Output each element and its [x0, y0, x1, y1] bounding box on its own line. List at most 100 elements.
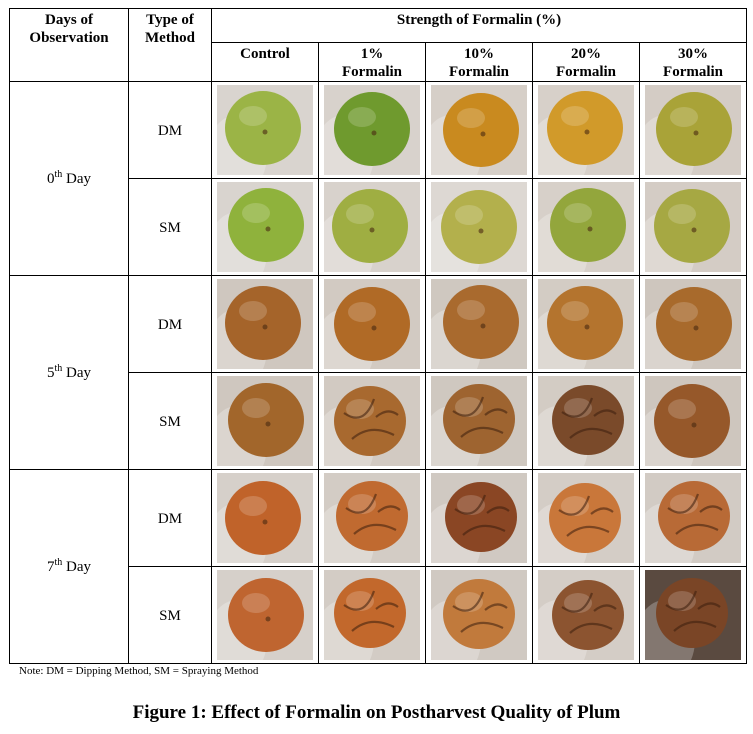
treatment-label-line2: Formalin: [556, 64, 616, 80]
days-header: Days of Observation: [9, 8, 129, 82]
plum-stem-spot: [262, 129, 268, 135]
plum-photo-svg: [645, 85, 742, 175]
plum-stem-spot: [369, 227, 375, 233]
plum-photo-cell: [532, 275, 640, 373]
plum-stem-spot: [371, 325, 377, 331]
plum-fruit: [225, 286, 301, 360]
plum-wrinkles: [452, 591, 508, 633]
plum-photo-svg: [217, 570, 313, 660]
plum-fruit: [445, 482, 517, 552]
plum-photo-svg: [217, 182, 313, 272]
treatment-label-line2: Formalin: [663, 64, 724, 80]
plum-highlight: [239, 106, 267, 126]
plum-highlight: [348, 302, 376, 322]
treatment-header: 30% Formalin: [638, 42, 748, 82]
plum-photo-cell: [532, 469, 640, 567]
plum-fruit: [334, 287, 410, 361]
plum-photo-svg: [538, 279, 634, 369]
plum-photo-cell: [638, 81, 748, 179]
day-number: 7: [46, 559, 55, 575]
plum-photo-cell: [638, 566, 748, 664]
plum-stem-spot: [262, 324, 268, 330]
plum-highlight: [670, 494, 699, 514]
method-label: DM: [128, 275, 212, 373]
table-row: 0th Day DM: [9, 81, 748, 276]
plum-photo-cell: [532, 81, 640, 179]
plum-photo-svg: [538, 570, 634, 660]
plum-photo-cell: [425, 372, 533, 470]
plum-photo-svg: [324, 182, 420, 272]
plum-wrinkles: [665, 590, 721, 632]
plum-stem-spot: [693, 130, 699, 136]
plum-highlight: [348, 494, 376, 514]
plum-fruit: [656, 287, 733, 361]
plum-photo: [217, 182, 313, 272]
plum-stem-spot: [265, 226, 271, 232]
plum-photo-cell: [425, 469, 533, 567]
plum-highlight: [668, 591, 697, 611]
plum-photo-cell: [532, 178, 640, 276]
day-label: 0th Day: [9, 81, 129, 276]
plum-fruit: [334, 92, 410, 166]
plum-fruit: [656, 578, 729, 648]
plum-wrinkles: [343, 398, 399, 440]
plum-fruit: [552, 580, 624, 650]
plum-highlight: [239, 496, 267, 516]
plum-stem-spot: [480, 323, 486, 329]
plum-photo-svg: [217, 85, 313, 175]
treatment-label-line2: Formalin: [449, 64, 509, 80]
plum-photo-svg: [538, 182, 634, 272]
plum-fruit: [336, 481, 408, 551]
plum-fruit: [654, 189, 731, 263]
treatment-label-line1: 1%: [360, 46, 384, 62]
plum-photo-svg: [645, 376, 742, 466]
plum-highlight: [346, 591, 374, 611]
plum-photo-cell: [425, 178, 533, 276]
plum-fruit: [550, 188, 626, 262]
plum-stem-spot: [265, 421, 271, 427]
plum-photo-cell: [211, 566, 319, 664]
plum-photo-svg: [538, 376, 634, 466]
plum-highlight: [242, 593, 270, 613]
plum-photo: [324, 473, 420, 563]
plum-photo: [324, 182, 420, 272]
plum-wrinkles: [345, 493, 401, 535]
plum-photo-cell: [318, 372, 426, 470]
plum-photo-svg: [538, 473, 634, 563]
method-label: DM: [128, 81, 212, 179]
plum-highlight: [561, 106, 589, 126]
figure-caption: Figure 1: Effect of Formalin on Postharv…: [132, 702, 621, 723]
plum-photo-cell: [211, 275, 319, 373]
plum-fruit: [443, 93, 519, 167]
plum-photo: [431, 376, 527, 466]
plum-photo-svg: [431, 473, 527, 563]
day-ordinal-suffix: th: [54, 557, 63, 568]
plum-photo-svg: [431, 85, 527, 175]
plum-fruit: [547, 286, 623, 360]
table-row: 5th Day DM: [9, 275, 748, 470]
plum-fruit: [654, 384, 731, 458]
treatment-label-line1: 10%: [464, 46, 494, 62]
plum-photo: [538, 279, 634, 369]
plum-photo-svg: [324, 85, 420, 175]
plum-wrinkles: [561, 592, 617, 634]
plum-highlight: [564, 398, 592, 418]
plum-photo-svg: [645, 279, 742, 369]
plum-photo-svg: [324, 279, 420, 369]
plum-highlight: [561, 301, 589, 321]
plum-stem-spot: [584, 324, 590, 330]
plum-highlight: [670, 302, 699, 322]
plum-photo: [645, 85, 742, 175]
day-ordinal-suffix: th: [54, 363, 63, 374]
treatment-header: 20% Formalin: [532, 42, 640, 82]
plum-photo: [645, 279, 742, 369]
plum-photo: [645, 182, 742, 272]
plum-highlight: [457, 300, 485, 320]
method-header-line1: Type of: [146, 12, 194, 28]
plum-photo: [324, 376, 420, 466]
plum-photo: [431, 473, 527, 563]
method-header: Type of Method: [128, 8, 212, 82]
plum-photo-cell: [425, 566, 533, 664]
table-row: 7th Day DM: [9, 469, 748, 664]
plum-wrinkles: [558, 495, 614, 537]
